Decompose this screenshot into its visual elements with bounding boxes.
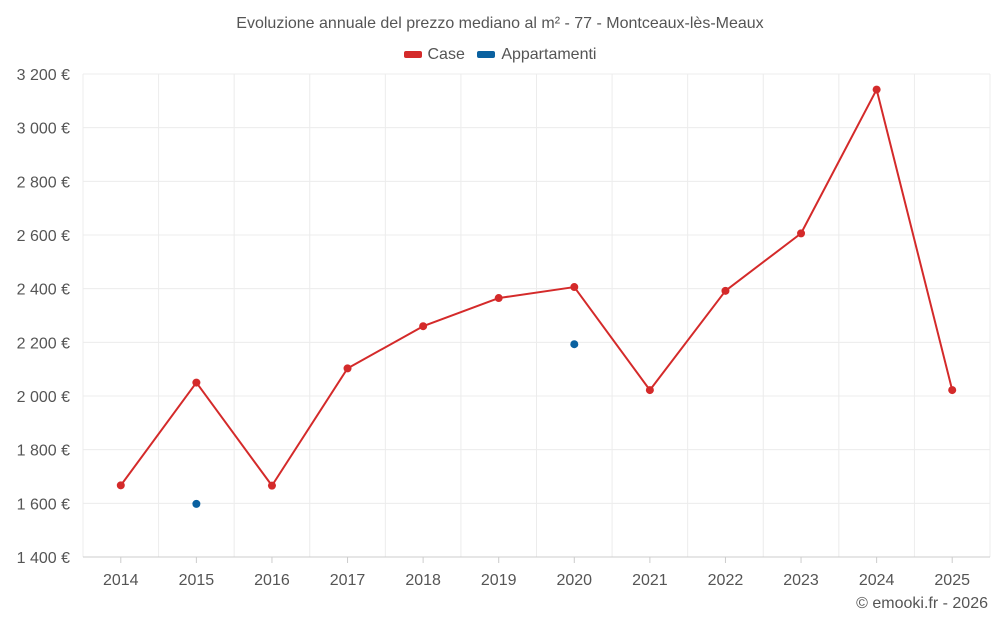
y-tick-label: 2 800 € bbox=[17, 174, 70, 191]
x-tick-label: 2016 bbox=[254, 572, 290, 589]
y-tick-label: 1 600 € bbox=[17, 496, 70, 513]
x-tick-label: 2023 bbox=[783, 572, 819, 589]
y-tick-label: 2 200 € bbox=[17, 335, 70, 352]
y-tick-label: 3 200 € bbox=[17, 67, 70, 84]
data-point-case bbox=[419, 322, 428, 331]
x-tick-label: 2022 bbox=[708, 572, 744, 589]
y-tick-label: 1 800 € bbox=[17, 443, 70, 460]
x-tick-label: 2018 bbox=[405, 572, 441, 589]
data-point-case bbox=[948, 386, 957, 395]
legend: Case Appartamenti bbox=[0, 45, 1000, 64]
data-point-case bbox=[267, 481, 276, 490]
legend-swatch-case bbox=[403, 51, 422, 58]
x-tick-label: 2025 bbox=[934, 572, 970, 589]
data-point-case bbox=[570, 283, 579, 292]
x-tick-label: 2024 bbox=[859, 572, 895, 589]
chart-title: Evoluzione annuale del prezzo mediano al… bbox=[236, 15, 764, 32]
data-point-appartamenti bbox=[570, 340, 579, 349]
credit-text: © emooki.fr - 2026 bbox=[856, 595, 988, 612]
x-tick-label: 2017 bbox=[330, 572, 366, 589]
series-line-case bbox=[119, 88, 954, 487]
data-point-case bbox=[116, 481, 125, 490]
y-tick-label: 2 400 € bbox=[17, 282, 70, 299]
data-point-case bbox=[192, 378, 201, 387]
legend-swatch-appartamenti bbox=[477, 51, 496, 58]
y-tick-label: 1 400 € bbox=[17, 550, 70, 567]
legend-item-appartamenti[interactable]: Appartamenti bbox=[477, 46, 596, 64]
data-point-case bbox=[797, 229, 806, 238]
legend-item-case[interactable]: Case bbox=[403, 45, 465, 64]
data-point-case bbox=[721, 286, 730, 295]
y-tick-label: 2 600 € bbox=[17, 228, 70, 245]
x-tick-label: 2021 bbox=[632, 572, 668, 589]
legend-label-case: Case bbox=[427, 45, 465, 63]
x-tick-label: 2015 bbox=[179, 572, 215, 589]
legend-label-appartamenti: Appartamenti bbox=[501, 45, 597, 63]
data-point-case bbox=[645, 386, 654, 395]
data-point-case bbox=[872, 85, 881, 94]
data-point-appartamenti bbox=[192, 499, 201, 508]
data-point-case bbox=[343, 364, 352, 373]
y-tick-label: 2 000 € bbox=[17, 389, 70, 406]
x-tick-label: 2019 bbox=[481, 572, 517, 589]
data-point-case bbox=[494, 294, 503, 303]
x-tick-label: 2014 bbox=[103, 572, 139, 589]
y-tick-label: 3 000 € bbox=[17, 121, 70, 138]
x-tick-label: 2020 bbox=[556, 572, 592, 589]
